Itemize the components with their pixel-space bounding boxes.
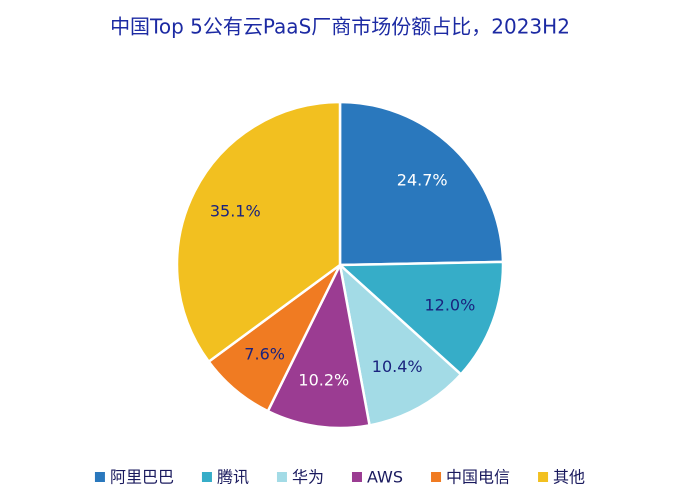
legend-swatch (538, 472, 549, 482)
legend-swatch (431, 472, 442, 482)
legend-swatch (351, 472, 362, 482)
legend-label: AWS (367, 468, 403, 487)
legend-label: 阿里巴巴 (110, 468, 174, 487)
pie-slice (266, 261, 371, 430)
legend-label: 中国电信 (446, 468, 510, 487)
legend-label: 华为 (292, 468, 324, 487)
pie-slice (336, 260, 505, 377)
data-label: 35.1% (210, 202, 261, 221)
legend-label: 其他 (553, 468, 585, 487)
legend: 阿里巴巴 腾讯 华为 AWS 中国电信 其他 (94, 468, 585, 487)
pie-slice (175, 100, 342, 364)
legend-swatch (276, 472, 287, 482)
data-label: 24.7% (397, 171, 448, 190)
legend-swatch (94, 472, 105, 482)
data-label: 7.6% (244, 344, 285, 363)
legend-label: 腾讯 (217, 468, 249, 487)
data-label: 12.0% (424, 296, 475, 315)
data-label: 10.2% (298, 371, 349, 390)
chart-title: 中国Top 5公有云PaaS厂商市场份额占比，2023H2 (110, 15, 570, 39)
data-label: 10.4% (372, 357, 423, 376)
pie-slice (338, 261, 463, 427)
legend-swatch (201, 472, 212, 482)
pie-slice (338, 100, 505, 267)
